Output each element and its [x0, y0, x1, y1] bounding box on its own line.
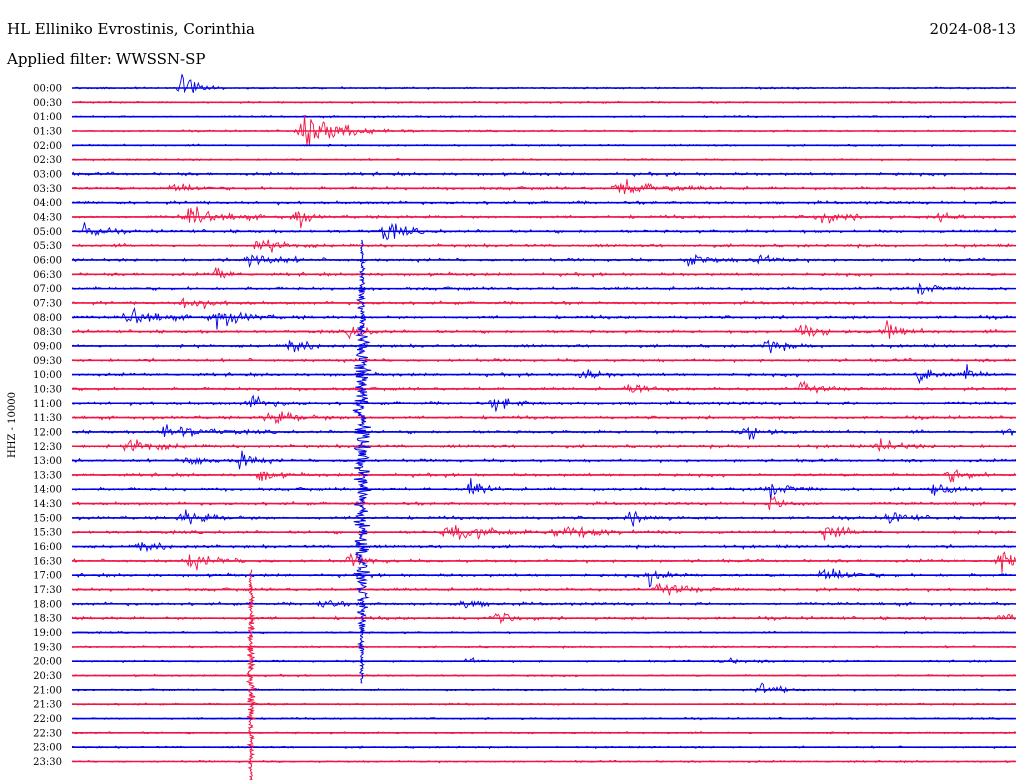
time-tick-label: 17:00: [33, 571, 62, 582]
time-tick-label: 11:30: [33, 413, 62, 424]
time-tick-label: 13:30: [33, 470, 62, 481]
trace-row: [71, 74, 1016, 94]
trace-row: [71, 568, 1016, 588]
time-tick-label: 17:30: [33, 585, 62, 596]
time-tick-label: 06:30: [33, 270, 62, 281]
time-tick-label: 09:00: [33, 341, 62, 352]
time-tick-label: 07:30: [33, 298, 62, 309]
time-tick-label: 10:30: [33, 384, 62, 395]
time-tick-label: 13:00: [33, 456, 62, 467]
time-tick-label: 18:00: [33, 599, 62, 610]
trace-row: [71, 469, 1017, 483]
time-tick-label: 06:00: [33, 255, 62, 266]
trace-row: [71, 339, 1016, 354]
time-tick-label: 01:00: [33, 112, 62, 123]
time-tick-label: 20:30: [33, 671, 62, 682]
event-trace: [245, 569, 257, 780]
time-tick-label: 14:30: [33, 499, 62, 510]
time-tick-label: 16:00: [33, 542, 62, 553]
time-tick-label: 05:30: [33, 241, 62, 252]
time-tick-label: 16:30: [33, 556, 62, 567]
time-tick-label: 18:30: [33, 614, 62, 625]
time-tick-label: 08:30: [33, 327, 62, 338]
trace-row: [71, 320, 1016, 340]
station-title: HL Elliniko Evrostinis, Corinthia: [7, 20, 255, 38]
time-tick-label: 15:30: [33, 528, 62, 539]
time-tick-label: 09:30: [33, 356, 62, 367]
trace-row: [71, 363, 1016, 385]
time-tick-label: 23:00: [33, 743, 62, 754]
time-tick-label: 05:00: [33, 227, 62, 238]
time-tick-label: 20:00: [33, 657, 62, 668]
trace-row: [71, 267, 1016, 279]
trace-row: [71, 682, 1016, 694]
trace-row: [71, 178, 1016, 195]
trace-row: [71, 551, 1017, 573]
trace-row: [71, 380, 1016, 395]
trace-row: [71, 438, 1016, 452]
time-tick-label: 12:00: [33, 427, 62, 438]
time-tick-label: 00:00: [33, 84, 62, 95]
time-tick-label: 12:30: [33, 442, 62, 453]
time-tick-label: 21:00: [33, 685, 62, 696]
time-tick-label: 11:00: [33, 399, 62, 410]
time-tick-label: 22:30: [33, 728, 62, 739]
date-label: 2024-08-13: [929, 20, 1016, 38]
time-tick-label: 08:00: [33, 313, 62, 324]
time-tick-label: 07:00: [33, 284, 62, 295]
trace-row: [71, 307, 1017, 330]
time-tick-label: 02:00: [33, 141, 62, 152]
time-tick-label: 15:00: [33, 513, 62, 524]
time-tick-label: 00:30: [33, 98, 62, 109]
time-tick-label: 03:30: [33, 184, 62, 195]
time-tick-label: 10:00: [33, 370, 62, 381]
time-tick-label: 21:30: [33, 700, 62, 711]
time-tick-label: 04:30: [33, 212, 62, 223]
filter-value: WWSSN-SP: [115, 50, 206, 68]
time-tick-label: 19:30: [33, 642, 62, 653]
time-tick-label: 02:30: [33, 155, 62, 166]
filter-label: Applied filter: WWSSN-SP: [7, 50, 206, 68]
time-tick-label: 23:30: [33, 757, 62, 768]
channel-label: HHZ - 10000: [7, 392, 18, 458]
tick-label-group: 00:00 00:30 01:00 01:30 02:00 02:30 03:00 03:30…: [33, 84, 62, 769]
time-tick-label: 19:00: [33, 628, 62, 639]
time-tick-label: 04:00: [33, 198, 62, 209]
time-tick-label: 14:00: [33, 485, 62, 496]
event-trace: [352, 239, 372, 684]
time-tick-label: 01:30: [33, 126, 62, 137]
time-tick-label: 03:00: [33, 169, 62, 180]
trace-group: [71, 74, 1017, 780]
time-tick-label: 22:00: [33, 714, 62, 725]
filter-label-text: Applied filter:: [7, 50, 112, 68]
